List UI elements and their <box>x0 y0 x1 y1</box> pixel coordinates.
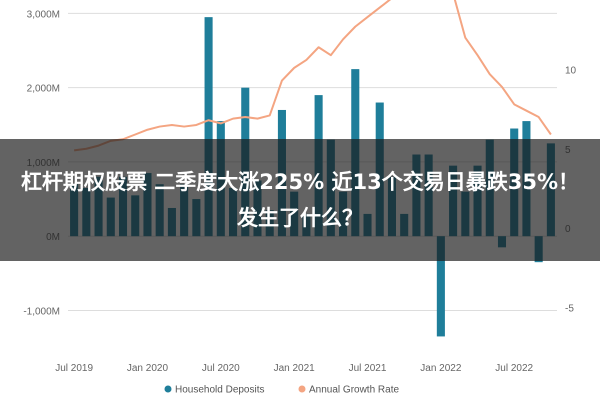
growth-rate-line <box>73 0 552 152</box>
x-tick-label: Jan 2020 <box>127 363 169 374</box>
chart-legend: Household Deposits Annual Growth Rate <box>164 385 399 396</box>
y-left-tick-label: 3,000M <box>27 9 60 20</box>
bar <box>436 236 445 337</box>
bar <box>204 17 213 237</box>
line-series-annual-growth-rate <box>73 0 552 152</box>
legend-label-household-deposits: Household Deposits <box>175 385 265 396</box>
headline-banner: 杠杆期权股票 二季度大涨225% 近13个交易日暴跌35%！发生了什么？ <box>0 139 600 261</box>
x-tick-label: Jul 2020 <box>202 363 240 374</box>
headline-text: 杠杆期权股票 二季度大涨225% 近13个交易日暴跌35%！发生了什么？ <box>21 170 579 230</box>
x-tick-label: Jul 2021 <box>349 363 387 374</box>
x-tick-label: Jan 2022 <box>420 363 462 374</box>
y-right-tick-label: 10 <box>565 65 577 76</box>
x-tick-label: Jul 2019 <box>55 363 93 374</box>
legend-label-annual-growth-rate: Annual Growth Rate <box>309 385 399 396</box>
legend-marker-annual-growth-rate <box>298 385 306 393</box>
y-left-tick-label: -1,000M <box>23 306 60 317</box>
y-left-tick-label: 2,000M <box>27 84 60 95</box>
legend-marker-household-deposits <box>164 385 172 393</box>
x-tick-label: Jul 2022 <box>495 363 533 374</box>
y-right-tick-label: -5 <box>565 303 574 314</box>
x-tick-label: Jan 2021 <box>274 363 316 374</box>
